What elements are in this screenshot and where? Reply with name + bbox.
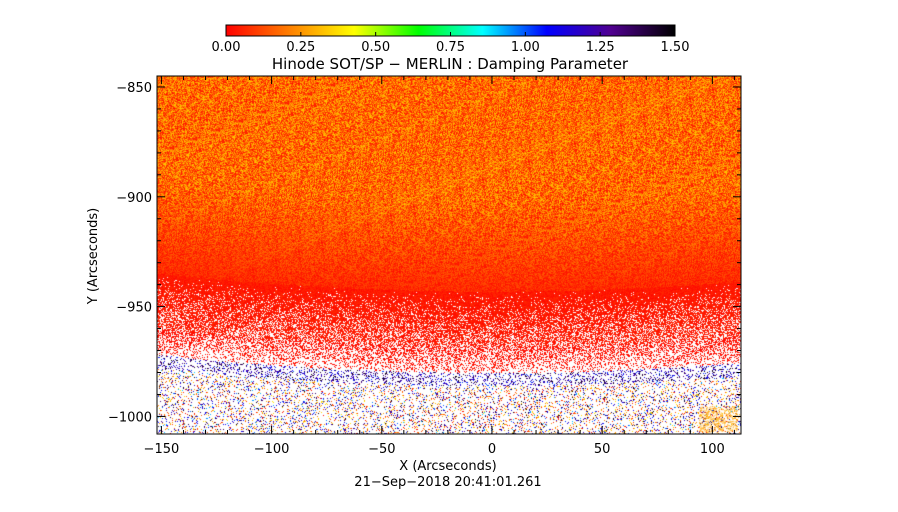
colorbar-ticks: 0.00 0.25 0.50 0.75 1.00 1.25 1.50 bbox=[212, 32, 690, 55]
colorbar-tick-label: 0.75 bbox=[436, 40, 465, 55]
y-tick-label: −900 bbox=[116, 191, 152, 206]
x-tick-label: −100 bbox=[254, 442, 290, 457]
colorbar-tick-label: 1.50 bbox=[661, 40, 690, 55]
timestamp-label: 21−Sep−2018 20:41:01.261 bbox=[354, 475, 541, 490]
heatmap-canvas-holder bbox=[157, 76, 741, 434]
heatmap-canvas bbox=[157, 76, 741, 434]
colorbar-tick-label: 1.25 bbox=[586, 40, 615, 55]
x-axis: −150 −100 −50 0 50 100 bbox=[144, 76, 735, 457]
colorbar-tick-label: 1.00 bbox=[511, 40, 540, 55]
chart-title: Hinode SOT/SP − MERLIN : Damping Paramet… bbox=[272, 55, 629, 73]
x-tick-label: −50 bbox=[368, 442, 395, 457]
x-axis-label: X (Arcseconds) bbox=[399, 459, 496, 474]
x-tick-label: 100 bbox=[700, 442, 725, 457]
colorbar-tick-label: 0.00 bbox=[212, 40, 241, 55]
y-axis: −850 −900 −950 −1000 bbox=[108, 81, 741, 425]
heatmap-area bbox=[157, 76, 741, 434]
plot-frame bbox=[156, 75, 742, 435]
x-tick-label: 0 bbox=[488, 442, 496, 457]
y-tick-label: −850 bbox=[116, 81, 152, 96]
y-tick-label: −1000 bbox=[108, 410, 152, 425]
y-axis-label: Y (Arcseconds) bbox=[86, 208, 101, 305]
colorbar-tick-label: 0.50 bbox=[361, 40, 390, 55]
x-tick-label: −150 bbox=[144, 442, 180, 457]
colorbar-tick-label: 0.25 bbox=[286, 40, 315, 55]
x-tick-label: 50 bbox=[594, 442, 611, 457]
y-tick-label: −950 bbox=[116, 301, 152, 316]
